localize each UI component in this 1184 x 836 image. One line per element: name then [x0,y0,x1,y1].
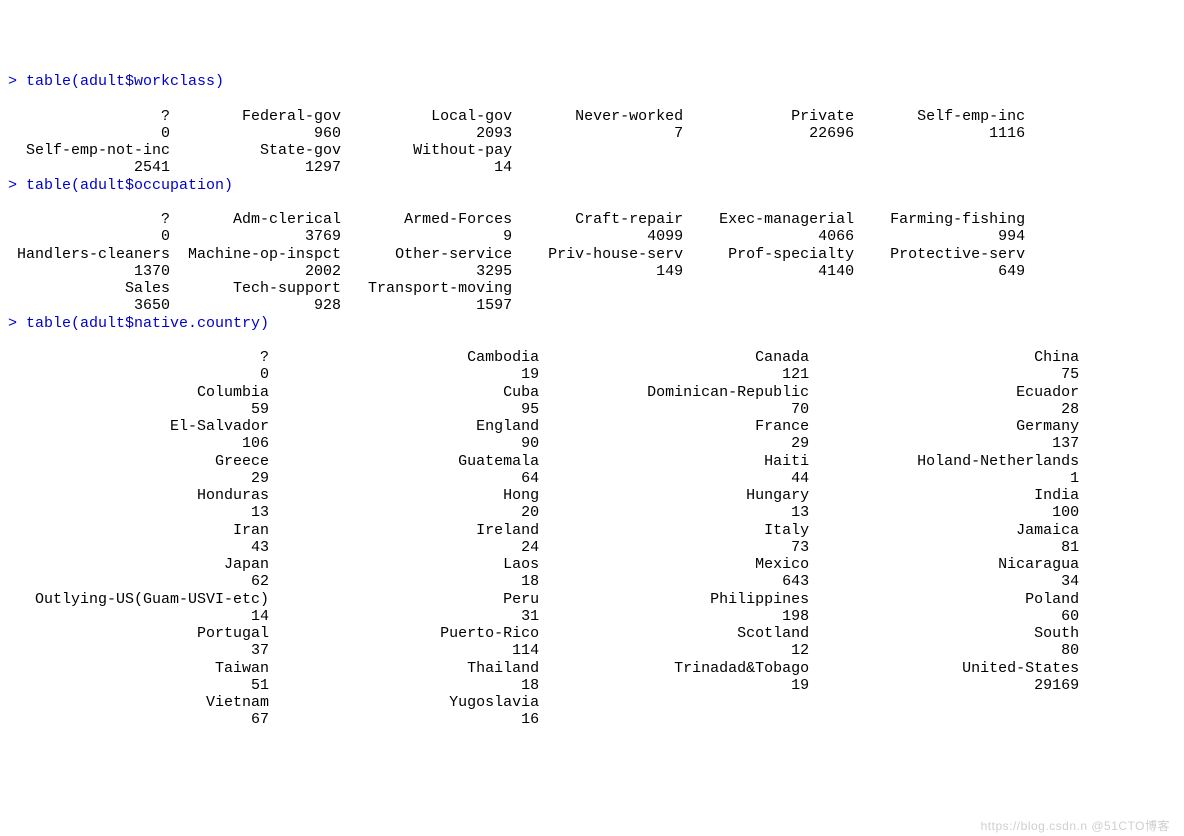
table-values-row: 2541 1297 14 [8,159,512,176]
table-values-row: 13 20 13 100 [8,504,1079,521]
table-values-row: 43 24 73 81 [8,539,1079,556]
table-values-row: 51 18 19 29169 [8,677,1079,694]
table-labels-row: Japan Laos Mexico Nicaragua [8,556,1079,573]
watermark-text: https://blog.csdn.n @51CTO博客 [981,820,1170,834]
table-labels-row: Iran Ireland Italy Jamaica [8,522,1079,539]
table-values-row: 3650 928 1597 [8,297,512,314]
table-values-row: 106 90 29 137 [8,435,1079,452]
table-labels-row: Handlers-cleaners Machine-op-inspct Othe… [8,246,1025,263]
table-labels-row: Columbia Cuba Dominican-Republic Ecuador [8,384,1079,401]
r-console-output: > table(adult$workclass) ? Federal-gov L… [8,73,1176,729]
table-labels-row: Taiwan Thailand Trinadad&Tobago United-S… [8,660,1079,677]
table-values-row: 59 95 70 28 [8,401,1079,418]
table-labels-row: Honduras Hong Hungary India [8,487,1079,504]
table-labels-row: Portugal Puerto-Rico Scotland South [8,625,1079,642]
table-labels-row: ? Cambodia Canada China [8,349,1079,366]
table-values-row: 1370 2002 3295 149 4140 649 [8,263,1025,280]
table-labels-row: ? Federal-gov Local-gov Never-worked Pri… [8,108,1025,125]
table-values-row: 14 31 198 60 [8,608,1079,625]
table-values-row: 0 19 121 75 [8,366,1079,383]
r-prompt-line: > table(adult$occupation) [8,177,233,194]
table-values-row: 37 114 12 80 [8,642,1079,659]
table-labels-row: Vietnam Yugoslavia [8,694,539,711]
table-labels-row: Sales Tech-support Transport-moving [8,280,512,297]
table-values-row: 29 64 44 1 [8,470,1079,487]
table-values-row: 0 960 2093 7 22696 1116 [8,125,1025,142]
table-values-row: 67 16 [8,711,539,728]
r-prompt-line: > table(adult$workclass) [8,73,224,90]
table-values-row: 62 18 643 34 [8,573,1079,590]
table-values-row: 0 3769 9 4099 4066 994 [8,228,1025,245]
table-labels-row: ? Adm-clerical Armed-Forces Craft-repair… [8,211,1025,228]
table-labels-row: El-Salvador England France Germany [8,418,1079,435]
table-labels-row: Outlying-US(Guam-USVI-etc) Peru Philippi… [8,591,1079,608]
r-prompt-line: > table(adult$native.country) [8,315,269,332]
table-labels-row: Greece Guatemala Haiti Holand-Netherland… [8,453,1079,470]
table-labels-row: Self-emp-not-inc State-gov Without-pay [8,142,512,159]
